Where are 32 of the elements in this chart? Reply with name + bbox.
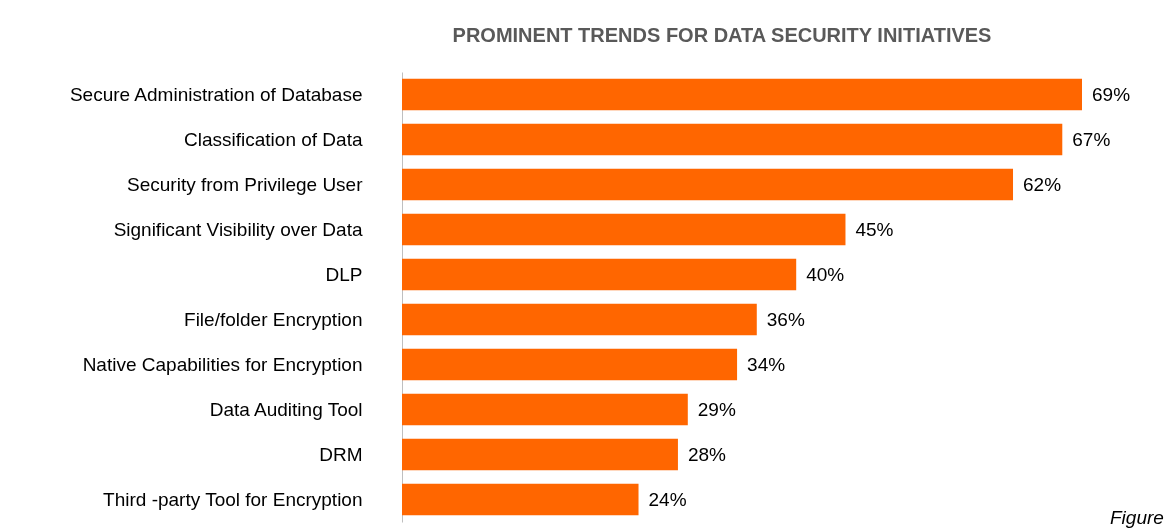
y-tick-label: Secure Administration of Database	[69, 83, 363, 105]
y-tick-label: File/folder Encryption	[184, 308, 363, 330]
data-label: 62%	[1023, 173, 1062, 195]
bar	[402, 438, 678, 471]
data-label: 67%	[1072, 128, 1111, 150]
bar	[402, 303, 757, 336]
bar	[402, 393, 688, 426]
bar	[402, 348, 738, 381]
data-label: 24%	[648, 488, 687, 510]
text: Figure	[1110, 507, 1164, 528]
y-tick-label: Native Capabilities for Encryption	[82, 353, 363, 375]
chart-title: PROMINENT TRENDS FOR DATA SECURITY INITIATIVES	[452, 24, 992, 46]
data-label: 34%	[747, 353, 786, 375]
data-label: 40%	[806, 263, 845, 285]
bar	[402, 168, 1014, 201]
y-tick-label: Security from Privilege User	[127, 173, 364, 195]
data-label: 69%	[1092, 83, 1131, 105]
y-tick-label: Data Auditing Tool	[209, 398, 363, 420]
bar	[402, 78, 1082, 111]
bar	[402, 483, 639, 516]
data-label: 45%	[855, 218, 894, 240]
data-label: 29%	[697, 398, 736, 420]
bar	[402, 123, 1063, 156]
bar	[402, 213, 846, 246]
data-label: 36%	[766, 308, 805, 330]
data-label: 28%	[687, 443, 727, 465]
y-tick-label: DLP	[325, 263, 363, 285]
bar	[402, 258, 797, 291]
y-tick-label: Third -party Tool for Encryption	[103, 488, 363, 510]
y-tick-label: Classification of Data	[184, 128, 363, 150]
y-tick-label: DRM	[319, 443, 363, 465]
y-tick-label: Significant Visibility over Data	[113, 218, 363, 240]
